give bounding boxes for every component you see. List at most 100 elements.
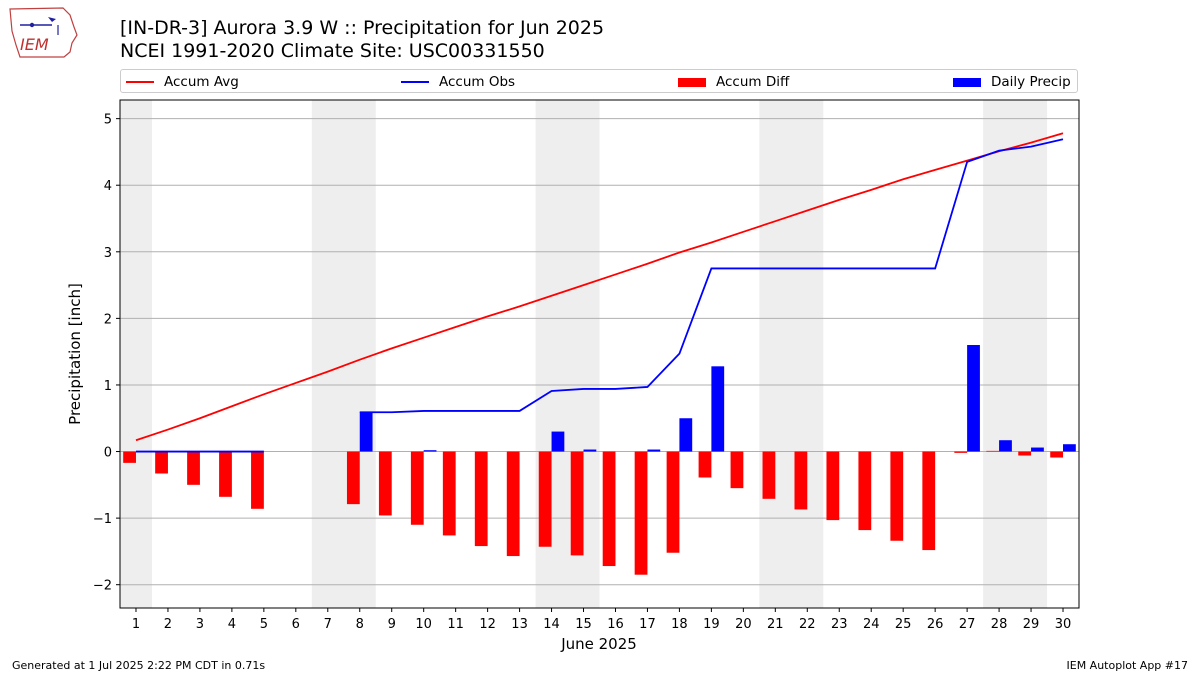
x-tick-label-21: 21 <box>767 617 784 632</box>
legend-label-accum-diff: Accum Diff <box>716 74 790 90</box>
accum-diff-bar-9 <box>378 451 392 516</box>
daily-precip-bar-28 <box>999 440 1012 452</box>
accum-diff-bar-4 <box>219 451 232 497</box>
y-tick-label-0: −2 <box>93 579 112 594</box>
chart-title: [IN-DR-3] Aurora 3.9 W :: Precipitation … <box>120 17 605 39</box>
x-tick-label-13: 13 <box>511 617 528 632</box>
lines <box>135 132 1064 453</box>
legend-swatch-accum-diff <box>678 77 706 87</box>
daily-precip-bar-14 <box>551 431 565 452</box>
legend-item-accum-obs: Accum Obs <box>401 72 515 92</box>
logo-text: IEM <box>20 35 49 54</box>
daily-precip-bar-17 <box>647 449 661 452</box>
legend-item-accum-avg: Accum Avg <box>126 72 239 92</box>
x-tick-label-20: 20 <box>735 617 752 632</box>
x-tick-label-18: 18 <box>671 617 688 632</box>
legend-swatch-accum-obs <box>401 81 429 83</box>
weekend-shade-4 <box>983 100 1048 608</box>
chart-subtitle: NCEI 1991-2020 Climate Site: USC00331550 <box>120 40 545 62</box>
accum-diff-bar-21 <box>762 451 776 499</box>
x-tick-label-6: 6 <box>292 617 300 632</box>
weekend-shade-0 <box>120 100 152 608</box>
weekend-shade-3 <box>759 100 824 608</box>
legend-item-daily-precip: Daily Precip <box>953 72 1071 92</box>
y-tick-label-5: 3 <box>104 246 112 261</box>
legend-label-daily-precip: Daily Precip <box>991 74 1071 90</box>
weekend-shading <box>120 100 1048 608</box>
x-tick-label-17: 17 <box>639 617 656 632</box>
daily-precip-bar-19 <box>711 366 725 452</box>
accum-diff-bar-24 <box>858 451 872 531</box>
accum-diff-bar-1 <box>123 451 136 463</box>
accum-diff-bar-10 <box>410 451 424 525</box>
accum-diff-bar-25 <box>890 451 904 541</box>
x-tick-label-5: 5 <box>260 617 268 632</box>
x-tick-label-15: 15 <box>575 617 592 632</box>
accum-diff-bar-22 <box>794 451 808 510</box>
daily-precip-bar-18 <box>679 418 693 452</box>
legend: Accum Avg Accum Obs Accum Diff Daily Pre… <box>120 69 1078 93</box>
accum-diff-bar-27 <box>954 451 968 453</box>
bars <box>123 345 1076 575</box>
accum-avg-line <box>135 132 1064 442</box>
daily-precip-bar-15 <box>583 449 597 452</box>
x-tick-label-19: 19 <box>703 617 720 632</box>
y-tick-label-7: 5 <box>104 113 112 128</box>
y-axis-ticks: −2 −1 0 1 2 3 4 5 <box>93 113 120 594</box>
footer-app: IEM Autoplot App #17 <box>1066 659 1189 672</box>
accum-diff-bar-5 <box>251 451 264 509</box>
grid-lines <box>120 118 1079 586</box>
accum-diff-bar-29 <box>1018 451 1032 456</box>
weekend-shade-1 <box>311 100 376 608</box>
legend-swatch-daily-precip <box>953 77 981 87</box>
accum-diff-bar-28 <box>986 450 1000 452</box>
accum-diff-bar-3 <box>187 451 200 485</box>
daily-precip-bar-30 <box>1063 444 1076 452</box>
accum-diff-bar-11 <box>442 451 456 536</box>
x-tick-label-8: 8 <box>356 617 364 632</box>
accum-diff-bar-17 <box>634 451 648 575</box>
accum-diff-bar-8 <box>346 451 360 505</box>
accum-diff-bar-19 <box>698 451 712 478</box>
x-tick-label-1: 1 <box>132 617 140 632</box>
accum-diff-bar-20 <box>730 451 744 489</box>
accum-diff-bar-23 <box>826 451 840 521</box>
plot-frame <box>119 99 1080 609</box>
x-tick-label-3: 3 <box>196 617 204 632</box>
x-tick-label-4: 4 <box>228 617 236 632</box>
x-tick-label-29: 29 <box>1023 617 1040 632</box>
accum-diff-bar-16 <box>602 451 616 567</box>
iowa-state-logo-icon: IEM <box>9 7 78 58</box>
x-tick-label-12: 12 <box>479 617 496 632</box>
y-tick-label-2: 0 <box>104 446 112 461</box>
y-tick-label-1: −1 <box>93 512 112 527</box>
daily-precip-bar-29 <box>1031 447 1044 452</box>
y-axis-label: Precipitation [inch] <box>66 283 84 425</box>
x-tick-label-24: 24 <box>863 617 880 632</box>
x-tick-label-2: 2 <box>164 617 172 632</box>
y-tick-label-3: 1 <box>104 379 112 394</box>
daily-precip-bar-8 <box>359 412 373 452</box>
x-tick-label-11: 11 <box>447 617 464 632</box>
accum-obs-line-segment-1 <box>359 138 1064 414</box>
legend-item-accum-diff: Accum Diff <box>678 72 789 92</box>
x-tick-label-22: 22 <box>799 617 816 632</box>
x-tick-label-30: 30 <box>1055 617 1072 632</box>
y-tick-label-4: 2 <box>104 312 112 327</box>
x-tick-label-7: 7 <box>324 617 332 632</box>
x-tick-label-26: 26 <box>927 617 944 632</box>
x-tick-label-9: 9 <box>388 617 396 632</box>
x-tick-label-10: 10 <box>415 617 432 632</box>
accum-diff-bar-14 <box>538 451 552 547</box>
iem-logo: IEM <box>8 5 80 59</box>
footer-generated: Generated at 1 Jul 2025 2:22 PM CDT in 0… <box>12 659 266 672</box>
accum-diff-bar-2 <box>155 451 168 474</box>
daily-precip-bar-27 <box>967 345 980 452</box>
y-tick-label-6: 4 <box>104 179 112 194</box>
legend-label-accum-obs: Accum Obs <box>439 74 516 90</box>
x-tick-label-16: 16 <box>607 617 624 632</box>
x-tick-label-28: 28 <box>991 617 1008 632</box>
accum-diff-bar-15 <box>570 451 584 556</box>
x-tick-label-27: 27 <box>959 617 976 632</box>
